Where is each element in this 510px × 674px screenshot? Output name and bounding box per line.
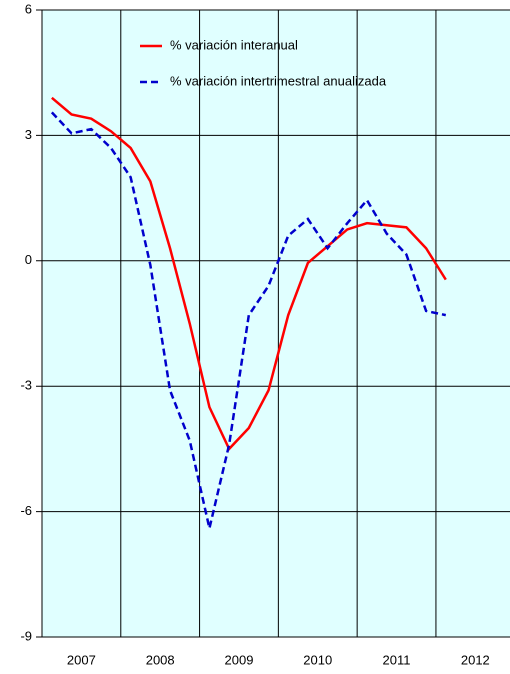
y-tick-label: -3 xyxy=(20,378,32,393)
plot-background xyxy=(42,10,510,637)
x-tick-label: 2007 xyxy=(67,652,96,667)
x-tick-label: 2012 xyxy=(461,652,490,667)
y-tick-label: 3 xyxy=(25,127,32,142)
x-tick-label: 2010 xyxy=(303,652,332,667)
x-tick-label: 2008 xyxy=(146,652,175,667)
legend-label: % variación intertrimestral anualizada xyxy=(170,73,387,88)
x-tick-label: 2011 xyxy=(383,652,411,667)
y-tick-label: -6 xyxy=(20,503,32,518)
x-tick-label: 2009 xyxy=(225,652,254,667)
y-tick-label: 0 xyxy=(25,252,32,267)
data-line xyxy=(50,111,447,529)
y-tick-label: 6 xyxy=(25,1,32,16)
legend-label: % variación interanual xyxy=(170,37,298,52)
y-tick-label: -9 xyxy=(20,628,32,643)
